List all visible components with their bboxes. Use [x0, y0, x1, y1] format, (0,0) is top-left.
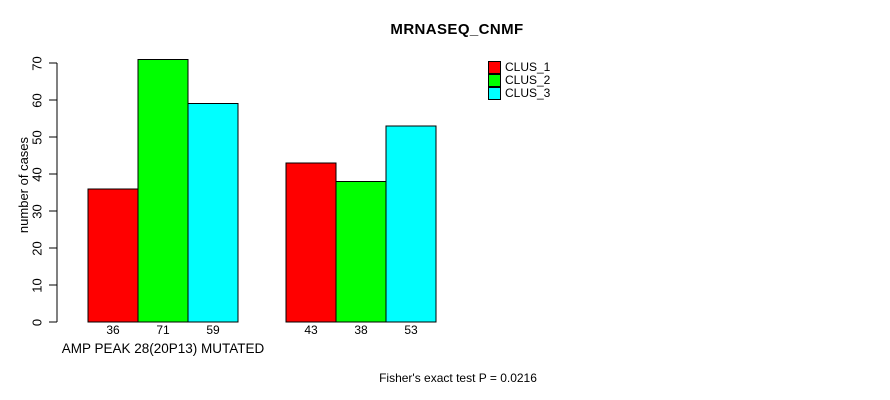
- chart-title: MRNASEQ_CNMF: [390, 21, 524, 38]
- bar-value-label: 36: [106, 323, 120, 337]
- y-tick-label: 20: [29, 241, 45, 256]
- legend-item-clus-3: CLUS_3: [488, 87, 550, 100]
- legend-label-clus-2: CLUS_2: [505, 73, 551, 87]
- legend-label-clus-3: CLUS_3: [505, 86, 551, 100]
- bar-clus_1-group2: [285, 162, 337, 323]
- y-tick-label: 60: [29, 93, 45, 108]
- bar-clus_3-group1: [187, 103, 239, 323]
- bar-value-label: 59: [206, 323, 220, 337]
- y-tick-label: 50: [29, 130, 45, 145]
- legend-label-clus-1: CLUS_1: [505, 60, 551, 74]
- x-group-label: AMP PEAK 28(20P13) MUTATED: [61, 341, 265, 356]
- y-tick-label: 10: [29, 278, 45, 293]
- y-tick-label: 40: [29, 167, 45, 182]
- y-tick-label: 70: [29, 56, 45, 71]
- bar-clus_3-group2: [385, 125, 437, 323]
- y-tick-label: 30: [29, 204, 45, 219]
- legend-swatch-clus-1: [488, 61, 501, 74]
- bar-value-label: 38: [354, 323, 368, 337]
- legend-swatch-clus-2: [488, 74, 501, 87]
- legend-item-clus-1: CLUS_1: [488, 61, 550, 74]
- legend-swatch-clus-3: [488, 87, 501, 100]
- bar-value-label: 53: [404, 323, 418, 337]
- bar-clus_2-group2: [335, 180, 387, 323]
- bar-value-label: 71: [156, 323, 170, 337]
- legend: CLUS_1 CLUS_2 CLUS_3: [488, 61, 550, 100]
- bar-clus_2-group1: [137, 58, 189, 323]
- y-tick-label: 0: [29, 318, 45, 327]
- legend-item-clus-2: CLUS_2: [488, 74, 550, 87]
- bar-value-label: 43: [304, 323, 318, 337]
- fisher-test-annotation: Fisher's exact test P = 0.0216: [379, 371, 537, 385]
- bar-clus_1-group1: [87, 188, 139, 323]
